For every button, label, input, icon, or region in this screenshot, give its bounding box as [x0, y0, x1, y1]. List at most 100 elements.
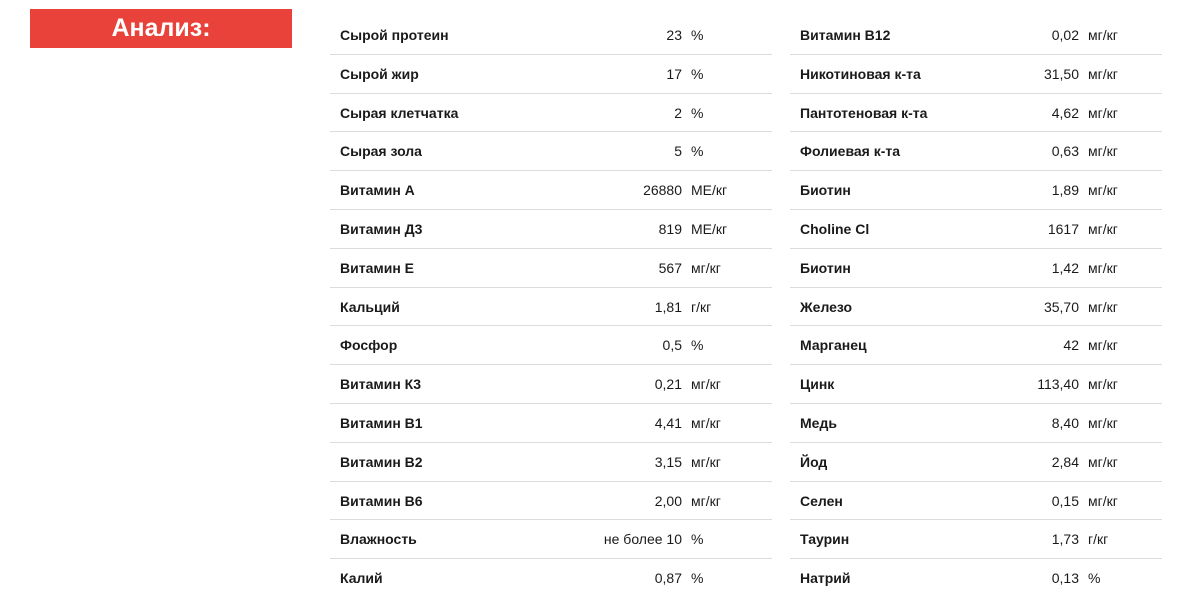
nutrient-value: 0,5 [662, 337, 682, 354]
table-row: Сырой протеин 23% [330, 16, 772, 55]
nutrient-value: 0,13 [1051, 570, 1079, 587]
nutrient-value: 8,40 [1051, 414, 1079, 431]
nutrient-value: 35,70 [1043, 298, 1079, 315]
nutrient-value: 4,62 [1051, 104, 1079, 121]
analysis-table-left: Сырой протеин 23% Сырой жир 17% Сырая клетча… [330, 16, 772, 598]
nutrient-name: Сырая клетчатка [340, 104, 459, 121]
nutrient-name: Никотиновая к-та [800, 65, 921, 82]
nutrient-value: 23 [666, 27, 682, 43]
table-row: Витамин В12 0,02 мг/кг [790, 16, 1162, 55]
table-row: Железо 35,70 мг/кг [790, 288, 1162, 327]
nutrient-unit: мг/кг [1088, 337, 1118, 354]
nutrient-name: Витамин В1 [340, 414, 423, 431]
table-row: Пантотеновая к-та 4,62 мг/кг [790, 94, 1162, 133]
table-row: Витамин К3 0,21 мг/кг [330, 365, 772, 404]
nutrient-value: 1,42 [1051, 259, 1079, 276]
nutrient-name: Селен [800, 492, 843, 509]
nutrient-unit: МЕ/кг [691, 220, 728, 237]
nutrient-unit: мг/кг [1088, 220, 1118, 237]
nutrient-name: Сырой жир [340, 65, 419, 82]
nutrient-unit: % [691, 570, 704, 587]
nutrient-name: Сырая зола [340, 143, 422, 160]
nutrient-unit: % [691, 143, 704, 160]
nutrient-name: Марганец [800, 337, 867, 354]
nutrient-unit: мг/кг [1088, 27, 1118, 43]
nutrient-unit: мг/кг [1088, 376, 1118, 393]
nutrient-unit: мг/кг [1088, 65, 1118, 82]
table-row: Цинк 113,40 мг/кг [790, 365, 1162, 404]
nutrient-name: Фосфор [340, 337, 398, 354]
table-row: Витамин В1 4,41 мг/кг [330, 404, 772, 443]
nutrient-unit: % [691, 104, 704, 121]
table-row: Марганец 42 мг/кг [790, 326, 1162, 366]
nutrient-value: 2,84 [1051, 453, 1079, 470]
nutrient-unit: мг/кг [691, 259, 721, 276]
nutrient-name: Железо [800, 298, 853, 315]
nutrient-unit: мг/кг [691, 453, 721, 470]
table-row: Витамин В2 3,15 мг/кг [330, 443, 772, 482]
nutrient-unit: г/кг [691, 298, 712, 315]
nutrient-value: 1617 [1047, 220, 1079, 237]
nutrient-value: 1,89 [1051, 182, 1079, 199]
analysis-table-right: Витамин В12 0,02 мг/кг Никотиновая к-та 31,5… [790, 16, 1162, 598]
nutrient-unit: мг/кг [1088, 492, 1118, 509]
nutrient-value: 0,87 [654, 570, 682, 587]
table-row: Витамин А 26880 МЕ/кг [330, 171, 772, 210]
table-row: Йод 2,84 мг/кг [790, 443, 1162, 482]
nutrient-unit: мг/кг [691, 376, 721, 393]
nutrient-value: 2,00 [654, 492, 682, 509]
nutrient-value: не более 10 [603, 531, 682, 548]
nutrient-name: Пантотеновая к-та [800, 104, 928, 121]
table-row: Витамин Е 567 мг/кг [330, 249, 772, 288]
nutrient-name: Цинк [800, 376, 835, 393]
table-row: Медь 8,40 мг/кг [790, 404, 1162, 443]
nutrient-unit: мг/кг [1088, 414, 1118, 431]
nutrient-unit: % [691, 531, 704, 548]
nutrient-value: 0,02 [1051, 27, 1079, 43]
nutrient-unit: % [691, 65, 704, 82]
nutrient-value: 0,21 [654, 376, 682, 393]
table-row: Никотиновая к-та 31,50 мг/кг [790, 55, 1162, 94]
nutrient-unit: мг/кг [1088, 259, 1118, 276]
table-row: Сырая зола 5% [330, 132, 772, 172]
nutrient-value: 819 [658, 220, 682, 237]
table-row: Калий 0,87% [330, 559, 772, 598]
nutrient-name: Кальций [340, 298, 400, 315]
nutrient-unit: мг/кг [1088, 143, 1118, 160]
nutrient-name: Натрий [800, 570, 851, 587]
nutrient-name: Биотин [800, 259, 851, 276]
nutrient-value: 31,50 [1043, 65, 1079, 82]
table-row: Фолиевая к-та 0,63 мг/кг [790, 132, 1162, 172]
table-row: Фосфор 0,5% [330, 326, 772, 366]
table-row: Сырой жир 17% [330, 55, 772, 94]
nutrient-name: Таурин [800, 531, 850, 548]
nutrient-unit: % [691, 337, 704, 354]
nutrient-value: 4,41 [654, 414, 682, 431]
nutrient-unit: % [1088, 570, 1101, 587]
nutrient-unit: мг/кг [691, 414, 721, 431]
table-row: Таурин 1,73 г/кг [790, 520, 1162, 560]
nutrient-unit: мг/кг [1088, 453, 1118, 470]
nutrient-name: Витамин В12 [800, 27, 891, 43]
nutrient-value: 3,15 [654, 453, 682, 470]
nutrient-unit: мг/кг [1088, 182, 1118, 199]
table-row: Биотин 1,42 мг/кг [790, 249, 1162, 288]
nutrient-unit: г/кг [1088, 531, 1109, 548]
table-row: Сырая клетчатка 2% [330, 94, 772, 133]
analysis-heading: Анализ: [30, 9, 292, 48]
nutrient-name: Витамин А [340, 182, 415, 199]
nutrient-unit: % [691, 27, 704, 43]
nutrient-value: 1,73 [1051, 531, 1079, 548]
nutrient-value: 26880 [643, 182, 682, 199]
table-row: Влажность не более 10% [330, 520, 772, 560]
nutrient-name: Витамин Д3 [340, 220, 423, 237]
nutrient-name: Фолиевая к-та [800, 143, 901, 160]
nutrient-unit: мг/кг [1088, 104, 1118, 121]
nutrient-value: 42 [1063, 337, 1079, 354]
nutrient-name: Сырой протеин [340, 27, 449, 43]
table-row: Витамин Д3 819 МЕ/кг [330, 210, 772, 249]
nutrient-value: 1,81 [654, 298, 682, 315]
nutrient-name: Витамин Е [340, 259, 415, 276]
nutrient-value: 2 [674, 104, 682, 121]
nutrient-name: Витамин К3 [340, 376, 421, 393]
